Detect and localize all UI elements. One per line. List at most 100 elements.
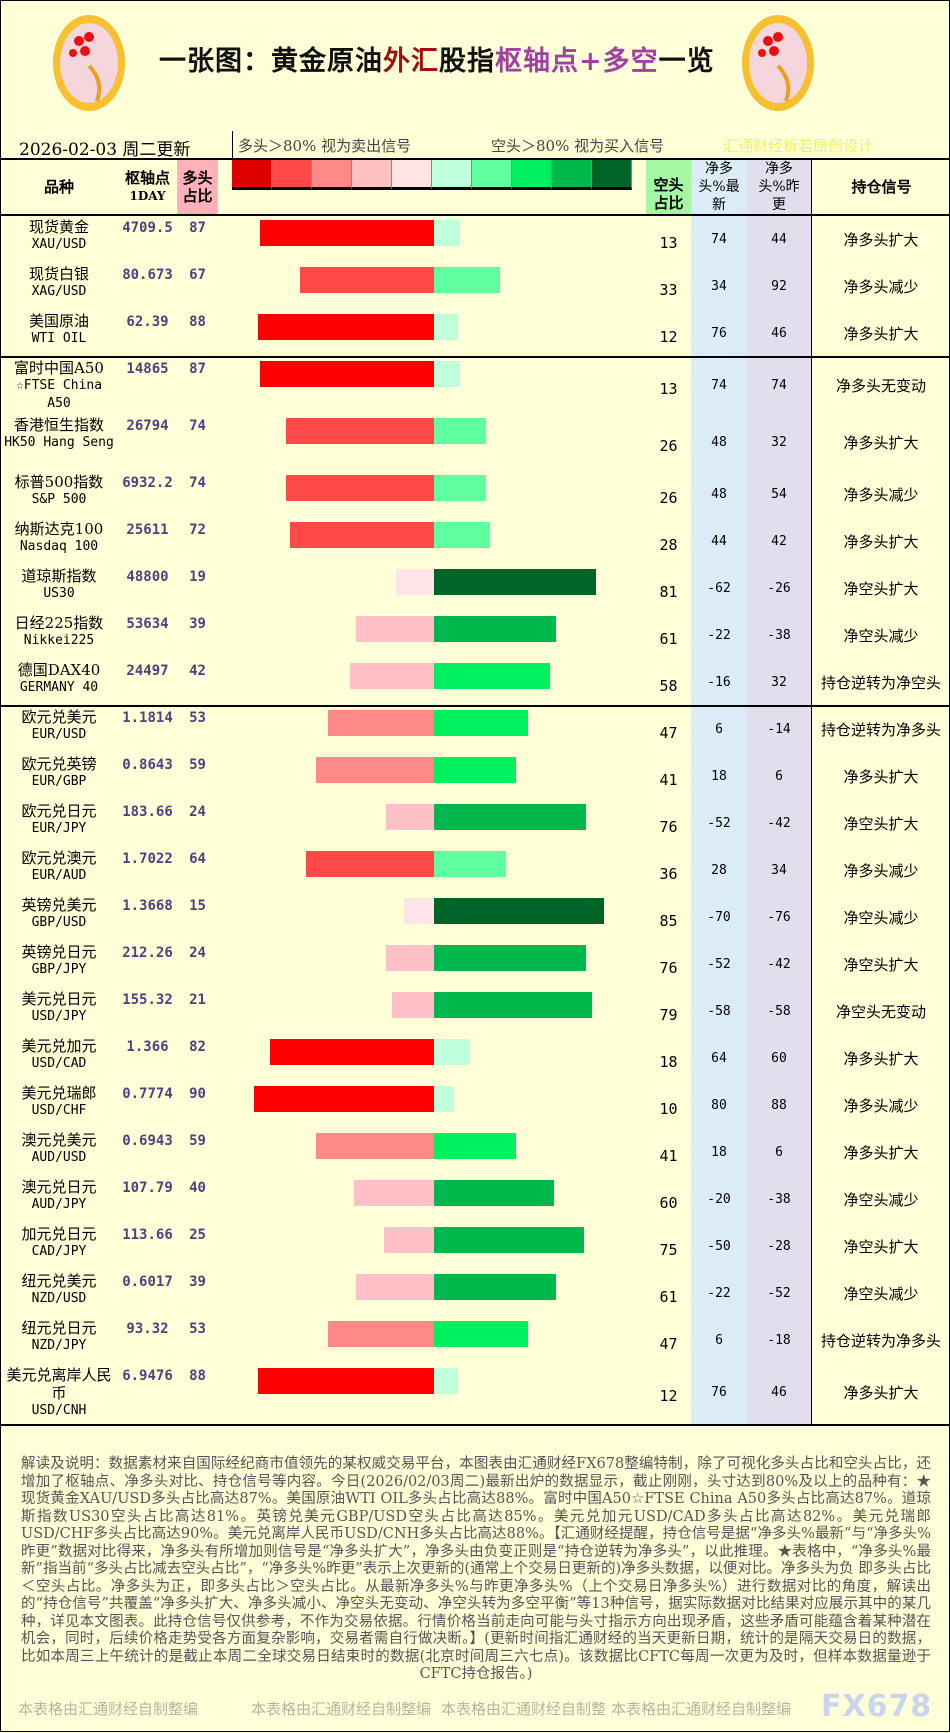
instrument-name: 欧元兑澳元 EUR/AUD: [1, 847, 117, 894]
instrument-name: 现货白银 XAG/USD: [1, 263, 117, 310]
position-signal: 净多头扩大: [843, 1050, 919, 1068]
position-signal: 净多头减少: [843, 862, 919, 880]
pivot-value: 93.32: [126, 1321, 169, 1337]
pivot-value: 0.8643: [122, 757, 173, 773]
table-row: 欧元兑英镑 EUR/GBP 0.8643 59 41 18 6 净多头扩大: [1, 753, 950, 800]
position-signal: 净多头扩大: [843, 768, 919, 786]
net-long-latest: 74: [711, 378, 727, 393]
short-pct: 60: [659, 1193, 678, 1212]
instrument-cn: 英镑兑日元: [21, 943, 97, 961]
short-pct: 36: [659, 864, 678, 883]
long-bar: [328, 1321, 434, 1347]
instrument-cn: 欧元兑日元: [21, 802, 97, 820]
table-row: 英镑兑美元 GBP/USD 1.3668 15 85 -70 -76 净空头减少: [1, 894, 950, 941]
short-bar: [434, 267, 500, 293]
watermark: 本表格由汇通财经自制整: [441, 1700, 607, 1718]
instrument-cn: 德国DAX40: [17, 661, 101, 679]
short-bar: [434, 992, 592, 1018]
instrument-code: CAD/JPY: [31, 1244, 87, 1259]
long-bar: [392, 992, 434, 1018]
table-row: 标普500指数 S&P 500 6932.2 74 26 48 54 净多头减少: [1, 471, 950, 518]
title-part: 一览: [658, 46, 715, 77]
long-pct: 15: [189, 898, 206, 914]
short-bar: [434, 804, 586, 830]
position-signal: 净空头扩大: [843, 815, 919, 833]
long-bar: [258, 314, 434, 340]
long-pct: 25: [189, 1227, 206, 1243]
position-signal: 净空头减少: [843, 1285, 919, 1303]
position-signal: 净多头扩大: [843, 1384, 919, 1402]
col-pivot-label: 枢轴点: [124, 169, 170, 187]
long-bar: [386, 945, 434, 971]
table-row: 纽元兑美元 NZD/USD 0.6017 39 61 -22 -52 净空头减少: [1, 1270, 950, 1317]
pivot-value: 24497: [126, 663, 169, 679]
net-long-latest: 48: [711, 435, 727, 450]
pivot-value: 25611: [126, 522, 169, 538]
instrument-name: 纳斯达克100 Nasdaq 100: [1, 518, 117, 565]
long-bar: [306, 851, 434, 877]
instrument-name: 澳元兑美元 AUD/USD: [1, 1129, 117, 1176]
long-bar: [316, 1133, 434, 1159]
net-long-prev: -26: [767, 581, 791, 596]
net-long-latest: 34: [711, 279, 727, 294]
short-bar: [434, 1368, 458, 1394]
group-separator: [1, 705, 950, 707]
long-bar: [386, 804, 434, 830]
footer: 解读及说明：数据素材来自国际经纪商市值领先的某权威交易平台，本图表由汇通财经FX…: [1, 1424, 950, 1733]
net-long-prev: -42: [767, 816, 791, 831]
long-pct: 90: [189, 1086, 206, 1102]
instrument-name: 欧元兑美元 EUR/USD: [1, 706, 117, 753]
divider: [232, 131, 233, 158]
long-pct: 59: [189, 757, 206, 773]
table-row: 欧元兑日元 EUR/JPY 183.66 24 76 -52 -42 净空头扩大: [1, 800, 950, 847]
long-pct: 87: [189, 220, 206, 236]
short-bar: [434, 851, 506, 877]
net-long-latest: -16: [707, 675, 731, 690]
net-long-latest: 64: [711, 1051, 727, 1066]
instrument-code: EUR/USD: [31, 727, 87, 742]
instrument-name: 美国原油 WTI OIL: [1, 310, 117, 357]
pivot-value: 113.66: [122, 1227, 173, 1243]
instrument-code: HK50 Hang Seng: [4, 435, 114, 450]
position-signal: 净空头无变动: [835, 1003, 926, 1021]
instrument-code: S&P 500: [31, 492, 87, 507]
instrument-name: 香港恒生指数 HK50 Hang Seng: [1, 414, 117, 471]
instrument-cn: 美元兑加元: [21, 1037, 97, 1055]
pivot-value: 0.6017: [122, 1274, 173, 1290]
short-bar: [434, 757, 516, 783]
long-pct: 40: [189, 1180, 206, 1196]
instrument-cn: 纽元兑美元: [21, 1272, 97, 1290]
net-long-latest: -22: [707, 628, 731, 643]
long-bar: [384, 1227, 434, 1253]
instrument-name: 标普500指数 S&P 500: [1, 471, 117, 518]
instrument-code: EUR/JPY: [31, 821, 87, 836]
long-bar: [258, 1368, 434, 1394]
net-long-prev: 32: [771, 435, 787, 450]
instrument-name: 澳元兑日元 AUD/JPY: [1, 1176, 117, 1223]
legend-swatch: [272, 160, 312, 190]
long-pct: 64: [189, 851, 206, 867]
pivot-value: 1.366: [126, 1039, 169, 1055]
short-pct: 12: [659, 1386, 678, 1405]
table-row: 富时中国A50 ☆FTSE China A50 14865 87 13 74 74 净多头无变…: [1, 357, 950, 414]
net-long-prev: 6: [775, 769, 783, 784]
short-bar: [434, 418, 486, 444]
position-signal: 净空头扩大: [843, 580, 919, 598]
short-bar: [434, 569, 596, 595]
position-signal: 净多头减少: [843, 486, 919, 504]
pivot-value: 183.66: [122, 804, 173, 820]
date-row: 2026-02-03 周二更新 多头＞80% 视为卖出信号 空头＞80% 视为买…: [1, 131, 950, 160]
short-pct: 76: [659, 958, 678, 977]
title-part: 外汇: [383, 46, 439, 77]
net-long-latest: 74: [711, 232, 727, 247]
net-long-latest: 28: [711, 863, 727, 878]
short-bar: [434, 1180, 554, 1206]
long-pct: 21: [189, 992, 206, 1008]
short-pct: 18: [659, 1052, 678, 1071]
legend-swatch: [552, 160, 592, 190]
instrument-code: EUR/AUD: [31, 868, 87, 883]
short-pct: 75: [659, 1240, 678, 1259]
table-row: 美国原油 WTI OIL 62.39 88 12 76 46 净多头扩大: [1, 310, 950, 357]
short-pct: 41: [659, 1146, 678, 1165]
instrument-code: US30: [43, 586, 75, 601]
